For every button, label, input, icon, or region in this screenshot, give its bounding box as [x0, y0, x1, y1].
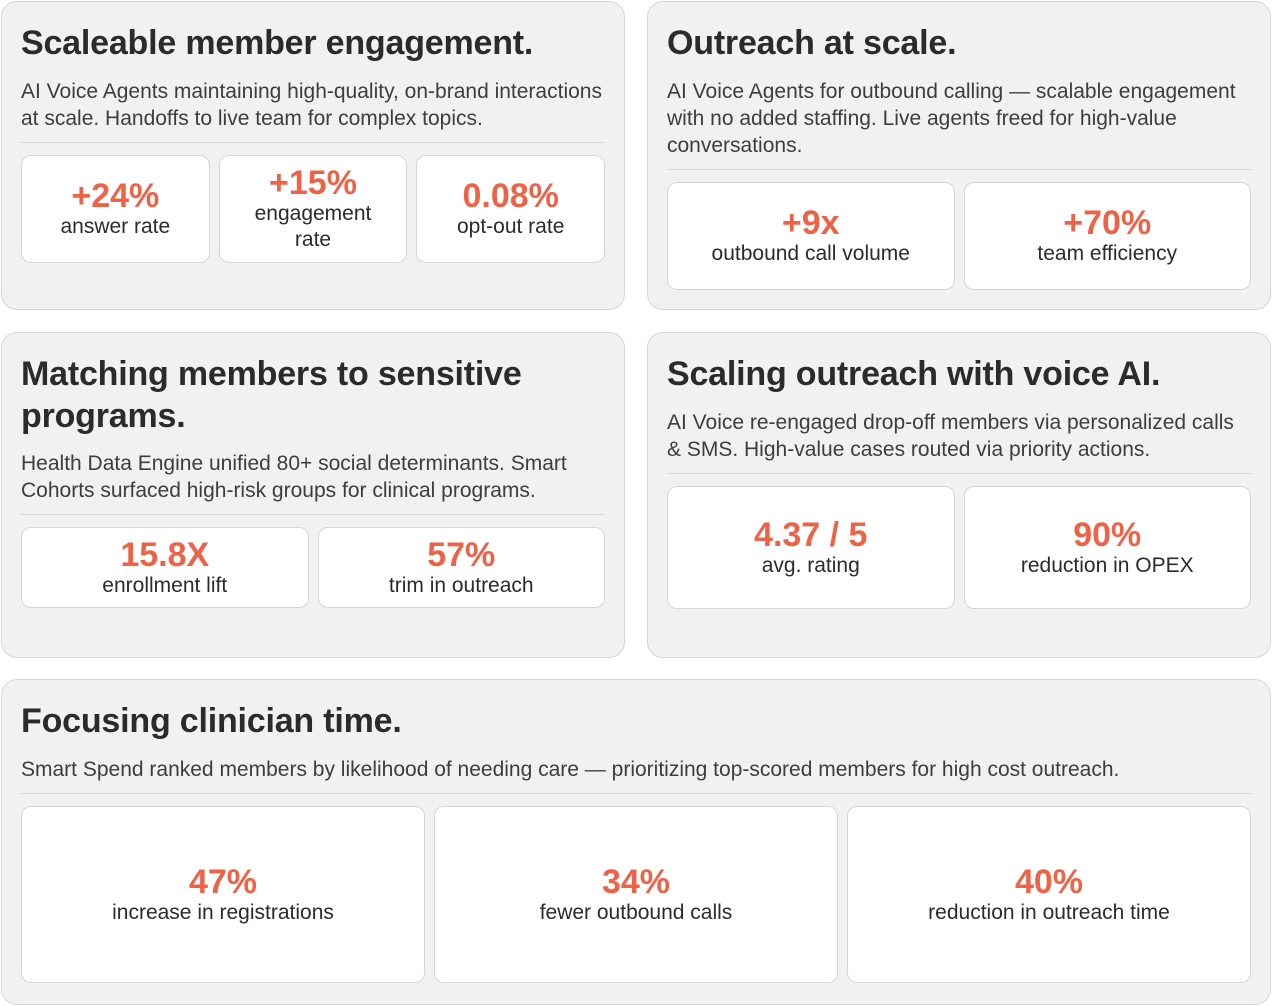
case-study-card-member-engagement: Scaleable member engagement. AI Voice Ag… — [1, 1, 625, 310]
stat-label: team efficiency — [1037, 242, 1178, 265]
stats-row: 4.37 / 5 avg. rating 90% reduction in OP… — [667, 486, 1251, 609]
card-title: Scaling outreach with voice AI. — [667, 355, 1161, 393]
case-study-card-sensitive-programs: Matching members to sensitive programs. … — [1, 332, 625, 658]
card-divider — [21, 514, 605, 515]
stat-tile: 0.08% opt-out rate — [416, 155, 606, 263]
card-description: AI Voice Agents maintaining high-quality… — [21, 80, 602, 130]
stat-value: 4.37 / 5 — [754, 515, 868, 554]
stat-tile: 90% reduction in OPEX — [963, 486, 1251, 609]
stat-tile: +70% team efficiency — [963, 182, 1251, 290]
stats-row: +24% answer rate +15% engagement rate 0.… — [21, 155, 606, 263]
card-title: Matching members to sensitive programs. — [21, 355, 522, 435]
stat-tile: 34% fewer outbound calls — [434, 806, 838, 983]
stat-value: 40% — [1014, 862, 1084, 901]
card-title: Scaleable member engagement. — [21, 24, 534, 62]
stat-tile: +15% engagement rate — [218, 155, 408, 263]
stat-value: +70% — [1063, 204, 1152, 242]
stat-value: +9x — [781, 204, 840, 242]
stat-value: 57% — [427, 535, 496, 574]
stat-tile: +24% answer rate — [21, 155, 210, 263]
case-study-card-voice-ai: Scaling outreach with voice AI. AI Voice… — [647, 332, 1271, 658]
stat-label: outbound call volume — [711, 242, 910, 265]
stat-value: 0.08% — [462, 177, 559, 215]
stat-label: fewer outbound calls — [539, 900, 733, 924]
card-description: Smart Spend ranked members by likelihood… — [21, 758, 1120, 781]
stat-tile: +9x outbound call volume — [667, 182, 955, 290]
stat-label: engagement rate — [254, 202, 372, 251]
stat-value: +15% — [269, 164, 357, 202]
stats-row: 47% increase in registrations 34% fewer … — [21, 806, 1251, 983]
stat-value: 15.8X — [120, 535, 210, 574]
stat-label: reduction in OPEX — [1020, 553, 1194, 577]
card-title: Focusing clinician time. — [21, 702, 402, 740]
case-study-card-clinician-time: Focusing clinician time. Smart Spend ran… — [1, 679, 1271, 1005]
card-divider — [667, 473, 1251, 474]
stat-tile: 47% increase in registrations — [21, 806, 425, 983]
stat-label: reduction in outreach time — [928, 900, 1170, 924]
stat-value: 34% — [601, 862, 671, 901]
card-description: Health Data Engine unified 80+ social de… — [21, 452, 567, 502]
stat-label: trim in outreach — [388, 573, 534, 597]
stat-tile: 15.8X enrollment lift — [21, 527, 309, 608]
card-title: Outreach at scale. — [667, 24, 957, 62]
stat-label: opt-out rate — [456, 215, 565, 238]
stat-tile: 40% reduction in outreach time — [847, 806, 1251, 983]
card-description: AI Voice Agents for outbound calling — s… — [667, 80, 1236, 157]
stats-row: 15.8X enrollment lift 57% trim in outrea… — [21, 527, 605, 608]
stat-label: increase in registrations — [112, 900, 334, 924]
stat-label: avg. rating — [761, 553, 860, 577]
stat-tile: 4.37 / 5 avg. rating — [667, 486, 955, 609]
stat-label: enrollment lift — [102, 573, 228, 597]
card-divider — [21, 142, 605, 143]
card-divider — [667, 169, 1251, 170]
stat-value: +24% — [71, 177, 160, 215]
stat-value: 47% — [188, 862, 258, 901]
card-divider — [21, 793, 1251, 794]
card-description: AI Voice re-engaged drop-off members via… — [667, 411, 1234, 461]
case-study-card-outreach-at-scale: Outreach at scale. AI Voice Agents for o… — [647, 1, 1271, 310]
stats-row: +9x outbound call volume +70% team effic… — [667, 182, 1251, 290]
stat-tile: 57% trim in outreach — [317, 527, 605, 608]
stat-label: answer rate — [60, 215, 171, 238]
stat-value: 90% — [1073, 515, 1142, 554]
